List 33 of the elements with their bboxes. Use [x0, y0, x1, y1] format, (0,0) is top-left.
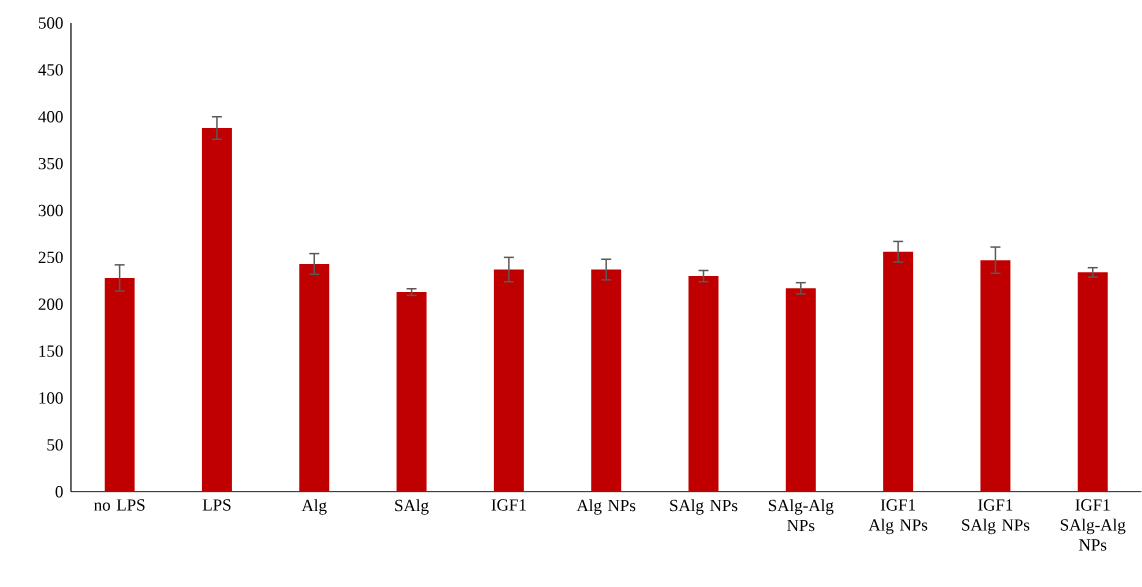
x-tick-label: SAlg-Alg NPs	[768, 499, 834, 532]
x-tick-label: no LPS	[94, 499, 145, 511]
bar	[688, 276, 719, 492]
bar	[883, 251, 914, 492]
bar	[201, 128, 232, 492]
bar	[1077, 272, 1108, 492]
bar	[104, 278, 135, 492]
y-tick-label: 400	[38, 111, 63, 123]
bar	[591, 269, 622, 492]
x-tick-label: SAlg	[395, 499, 429, 515]
x-tick-label: Alg	[301, 499, 327, 515]
bar	[299, 264, 330, 492]
bar	[493, 269, 524, 492]
x-tick-label: LPS	[202, 499, 231, 511]
x-tick-label: IGF1 SAlg NPs	[962, 499, 1030, 535]
bar	[980, 260, 1011, 492]
bar	[396, 292, 427, 492]
y-tick-label: 150	[39, 345, 63, 358]
y-tick-label: 300	[38, 204, 63, 217]
x-tick-label: IGF1 SAlg-Alg NPs	[1060, 499, 1126, 551]
y-tick-label: 250	[38, 251, 63, 264]
x-tick-label: Alg NPs	[576, 499, 636, 515]
x-tick-label: IGF1 Alg NPs	[868, 499, 928, 535]
y-tick-label: 200	[38, 298, 63, 311]
y-tick-label: 450	[38, 64, 63, 76]
y-tick-label: 500	[38, 17, 63, 29]
y-tick-label: 100	[39, 392, 63, 404]
y-tick-label: 50	[47, 439, 63, 451]
x-tick-label: IGF1	[491, 499, 526, 511]
x-tick-label: SAlg NPs	[670, 499, 738, 515]
y-tick-label: 350	[38, 158, 63, 170]
bar	[785, 288, 816, 492]
y-tick-label: 0	[55, 486, 63, 498]
